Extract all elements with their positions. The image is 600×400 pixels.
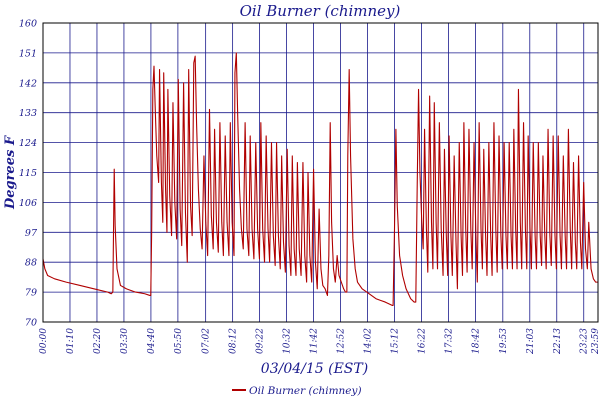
y-tick-label: 133 [19, 108, 37, 119]
legend: Oil Burner (chimney) [232, 385, 362, 397]
y-tick-label: 142 [19, 78, 37, 89]
y-tick-label: 88 [25, 258, 37, 269]
plot-border [42, 22, 599, 323]
x-tick-label: 22:13 [553, 328, 563, 355]
series-line [42, 52, 598, 306]
x-tick-label: 17:32 [444, 328, 454, 354]
x-tick-label: 09:22 [256, 328, 266, 354]
x-tick-label: 08:12 [229, 328, 239, 354]
x-tick-label: 03:30 [120, 328, 130, 354]
series-layer [42, 52, 598, 306]
y-axis-ticks: 70 79 88 97 106 115 124 133 142 151 160 [19, 19, 38, 329]
x-tick-label: 18:42 [471, 328, 481, 354]
x-tick-label: 11:42 [310, 328, 320, 354]
x-tick-label: 21:03 [526, 328, 536, 355]
y-tick-label: 151 [19, 48, 37, 59]
x-axis-label: 03/04/15 (EST) [261, 361, 368, 377]
y-tick-label: 115 [19, 168, 37, 179]
x-tick-label: 00:00 [39, 328, 49, 354]
y-tick-label: 106 [19, 198, 37, 209]
x-axis-ticks: 00:00 01:10 02:20 03:30 04:40 05:50 07:02 08:12… [39, 328, 600, 355]
x-tick-label: 15:12 [391, 328, 401, 354]
x-tick-label: 16:22 [417, 328, 427, 354]
y-tick-label: 70 [25, 318, 37, 329]
x-tick-label: 14:02 [364, 328, 374, 354]
x-tick-label: 23:23 [580, 328, 590, 355]
x-tick-label: 07:02 [202, 328, 212, 354]
y-tick-label: 79 [25, 288, 37, 299]
y-tick-label: 160 [19, 19, 37, 30]
x-tick-label: 10:32 [283, 328, 293, 354]
x-tick-label: 23:59 [591, 328, 600, 355]
x-tick-label: 19:53 [499, 328, 509, 354]
chart-title: Oil Burner (chimney) [240, 2, 401, 20]
y-tick-label: 97 [25, 228, 38, 239]
y-tick-label: 124 [19, 138, 37, 149]
x-tick-label: 02:20 [93, 328, 103, 354]
x-tick-label: 05:50 [174, 328, 184, 354]
legend-label: Oil Burner (chimney) [249, 385, 362, 397]
x-tick-label: 04:40 [147, 328, 157, 354]
y-axis-label: Degrees F [3, 135, 18, 210]
x-tick-label: 12:52 [337, 328, 347, 354]
x-tick-label: 01:10 [66, 328, 76, 354]
